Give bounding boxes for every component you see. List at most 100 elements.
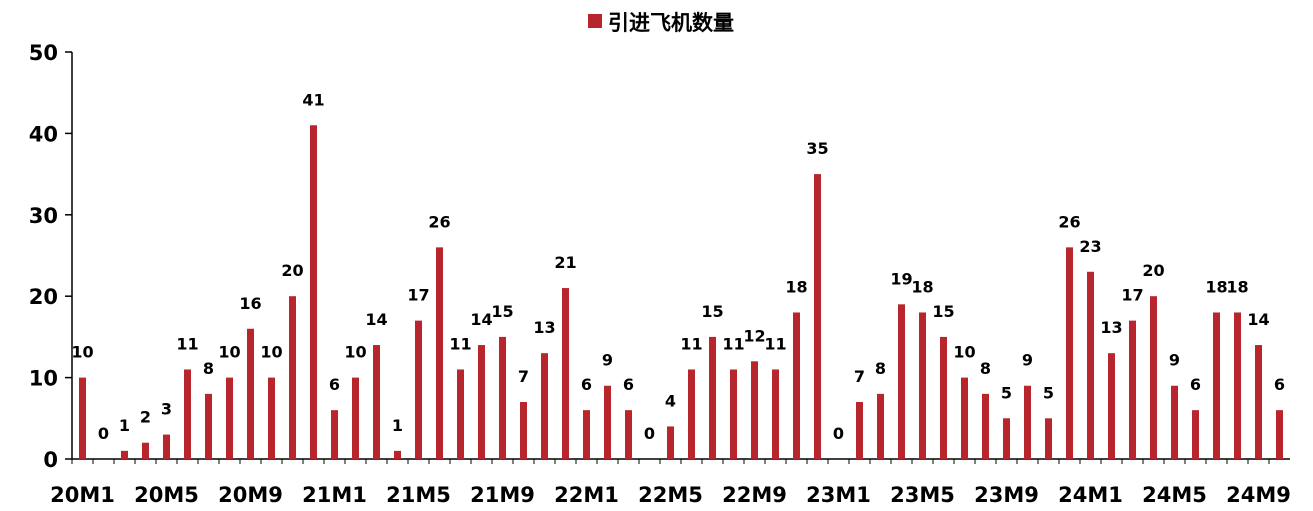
bar xyxy=(856,402,863,459)
bar xyxy=(457,369,464,459)
data-label: 7 xyxy=(854,367,865,386)
x-axis: 20M1 20M5 20M9 21M1 21M5 21M9 22M1 22M5 22M9 23M1… xyxy=(50,459,1291,507)
bar xyxy=(730,369,737,459)
x-tick-label: 20M5 xyxy=(134,483,199,507)
x-tick-label: 24M5 xyxy=(1142,483,1207,507)
data-label: 8 xyxy=(875,359,886,378)
bars xyxy=(79,125,1283,459)
bar xyxy=(1192,410,1199,459)
data-label: 20 xyxy=(281,261,303,280)
x-tick-label: 23M1 xyxy=(806,483,871,507)
data-label: 0 xyxy=(644,424,655,443)
bar xyxy=(184,369,191,459)
data-label: 16 xyxy=(239,294,261,313)
data-label: 12 xyxy=(743,326,765,345)
data-label: 15 xyxy=(701,302,723,321)
y-tick-label: 20 xyxy=(29,285,58,309)
bar xyxy=(751,361,758,459)
x-tick-label: 22M5 xyxy=(638,483,703,507)
data-label: 7 xyxy=(518,367,529,386)
x-tick-label: 22M1 xyxy=(554,483,619,507)
x-tick-label: 21M1 xyxy=(302,483,367,507)
bar xyxy=(520,402,527,459)
data-label: 9 xyxy=(1022,351,1033,370)
x-tick-label: 23M5 xyxy=(890,483,955,507)
bar xyxy=(772,369,779,459)
bar xyxy=(541,353,548,459)
y-tick-label: 40 xyxy=(29,122,58,146)
data-label: 6 xyxy=(1274,375,1285,394)
bar xyxy=(814,174,821,459)
data-label: 14 xyxy=(470,310,492,329)
data-label: 17 xyxy=(1121,286,1143,305)
data-label: 13 xyxy=(1100,318,1122,337)
bar xyxy=(1171,386,1178,459)
bar xyxy=(940,337,947,459)
data-label: 4 xyxy=(665,391,676,410)
data-label: 35 xyxy=(806,139,828,158)
bar xyxy=(1024,386,1031,459)
data-label: 15 xyxy=(932,302,954,321)
bar xyxy=(709,337,716,459)
data-label: 10 xyxy=(71,343,93,362)
data-label: 1 xyxy=(392,416,403,435)
bar xyxy=(352,378,359,459)
x-tick-label: 21M9 xyxy=(470,483,535,507)
bar xyxy=(142,443,149,459)
bar xyxy=(982,394,989,459)
bar xyxy=(205,394,212,459)
bar xyxy=(310,125,317,459)
data-label: 5 xyxy=(1001,383,1012,402)
data-label: 18 xyxy=(1205,277,1227,296)
data-label: 6 xyxy=(623,375,634,394)
bar xyxy=(1003,418,1010,459)
data-label: 9 xyxy=(602,351,613,370)
data-label: 11 xyxy=(722,334,744,353)
bar xyxy=(79,378,86,459)
data-label: 13 xyxy=(533,318,555,337)
data-label: 2 xyxy=(140,408,151,427)
bar xyxy=(226,378,233,459)
data-label: 6 xyxy=(329,375,340,394)
bar xyxy=(961,378,968,459)
legend-label: 引进飞机数量 xyxy=(608,11,734,35)
x-tick-label: 24M1 xyxy=(1058,483,1123,507)
bar xyxy=(436,247,443,459)
data-label: 18 xyxy=(785,277,807,296)
x-tick-label: 24M9 xyxy=(1226,483,1291,507)
x-tick-label: 22M9 xyxy=(722,483,787,507)
x-tick-label: 21M5 xyxy=(386,483,451,507)
bar xyxy=(121,451,128,459)
bar xyxy=(898,304,905,459)
legend-swatch xyxy=(588,14,602,28)
data-label: 8 xyxy=(203,359,214,378)
bar xyxy=(1234,312,1241,459)
bar xyxy=(877,394,884,459)
bar xyxy=(1276,410,1283,459)
bar xyxy=(1150,296,1157,459)
bar xyxy=(1087,272,1094,459)
data-label: 26 xyxy=(428,212,450,231)
bar xyxy=(1108,353,1115,459)
bar xyxy=(247,329,254,459)
bar xyxy=(688,369,695,459)
data-label: 10 xyxy=(218,343,240,362)
data-label: 11 xyxy=(680,334,702,353)
data-label: 18 xyxy=(1226,277,1248,296)
bar xyxy=(919,312,926,459)
bar xyxy=(793,312,800,459)
data-label: 41 xyxy=(302,90,324,109)
bar xyxy=(1045,418,1052,459)
data-label: 3 xyxy=(161,400,172,419)
data-label: 14 xyxy=(365,310,387,329)
data-label: 11 xyxy=(764,334,786,353)
data-label: 8 xyxy=(980,359,991,378)
bar xyxy=(667,426,674,459)
x-tick-label: 23M9 xyxy=(974,483,1039,507)
data-label: 1 xyxy=(119,416,130,435)
data-label: 10 xyxy=(953,343,975,362)
y-tick-label: 10 xyxy=(29,367,58,391)
data-label: 0 xyxy=(98,424,109,443)
bar xyxy=(478,345,485,459)
bar xyxy=(373,345,380,459)
